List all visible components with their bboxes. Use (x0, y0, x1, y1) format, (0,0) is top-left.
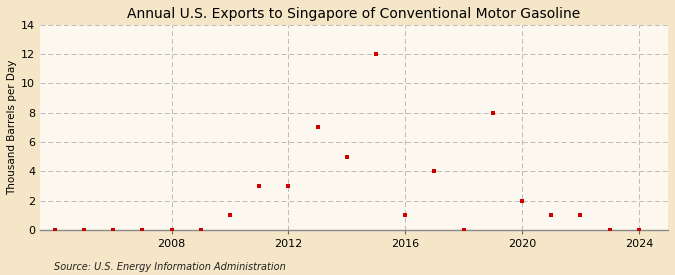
Point (283, 184, 294, 188)
Text: Source: U.S. Energy Information Administration: Source: U.S. Energy Information Administ… (54, 262, 286, 272)
Point (342, 154, 352, 159)
Point (78, 228, 89, 232)
Point (254, 184, 265, 188)
Point (516, 198, 527, 203)
Point (137, 228, 148, 232)
Point (400, 213, 410, 217)
Point (108, 228, 119, 232)
Point (546, 213, 557, 217)
Point (49, 228, 60, 232)
Point (633, 228, 644, 232)
Y-axis label: Thousand Barrels per Day: Thousand Barrels per Day (7, 60, 17, 195)
Point (195, 228, 206, 232)
Point (604, 228, 615, 232)
Point (487, 111, 498, 115)
Title: Annual U.S. Exports to Singapore of Conventional Motor Gasoline: Annual U.S. Exports to Singapore of Conv… (128, 7, 580, 21)
Point (166, 228, 177, 232)
Point (458, 228, 469, 232)
Point (575, 213, 586, 217)
Point (429, 169, 440, 174)
Point (225, 213, 236, 217)
Point (312, 125, 323, 130)
Point (371, 52, 381, 56)
